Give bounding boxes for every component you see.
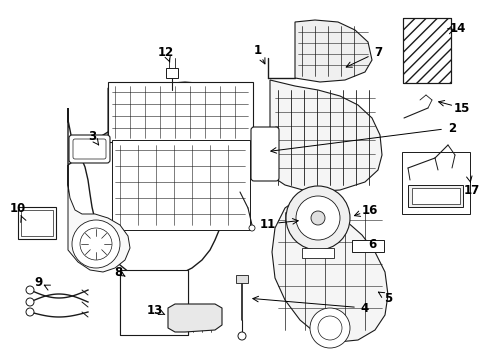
- Text: 6: 6: [368, 238, 376, 252]
- Polygon shape: [68, 165, 130, 272]
- Circle shape: [310, 308, 350, 348]
- Circle shape: [249, 225, 255, 231]
- Bar: [112, 140, 250, 230]
- Text: 15: 15: [454, 102, 470, 114]
- Circle shape: [26, 298, 34, 306]
- Bar: [302, 248, 334, 258]
- Text: 4: 4: [361, 302, 369, 315]
- Text: 8: 8: [114, 266, 122, 279]
- Text: 12: 12: [158, 45, 174, 58]
- Bar: [408, 185, 463, 207]
- FancyBboxPatch shape: [69, 135, 110, 163]
- Circle shape: [26, 286, 34, 294]
- Text: 10: 10: [10, 202, 26, 215]
- Circle shape: [26, 308, 34, 316]
- Polygon shape: [168, 304, 222, 332]
- Circle shape: [318, 316, 342, 340]
- Text: 1: 1: [254, 44, 262, 57]
- Bar: [403, 18, 451, 83]
- Bar: [120, 270, 188, 335]
- Text: 17: 17: [464, 184, 480, 197]
- Polygon shape: [108, 82, 252, 148]
- Circle shape: [80, 228, 112, 260]
- FancyBboxPatch shape: [73, 139, 106, 159]
- Polygon shape: [295, 20, 372, 82]
- Bar: [352, 240, 384, 252]
- Text: 11: 11: [260, 217, 276, 230]
- FancyBboxPatch shape: [251, 127, 279, 181]
- Circle shape: [296, 196, 340, 240]
- Circle shape: [238, 332, 246, 340]
- Circle shape: [311, 211, 325, 225]
- Polygon shape: [270, 80, 382, 192]
- Bar: [236, 275, 248, 283]
- Circle shape: [72, 220, 120, 268]
- Bar: [412, 188, 460, 204]
- Text: 7: 7: [374, 45, 382, 58]
- Bar: [403, 18, 451, 83]
- Text: 3: 3: [88, 130, 96, 143]
- Text: 13: 13: [147, 303, 163, 316]
- Bar: [21, 210, 53, 236]
- Text: 9: 9: [34, 275, 42, 288]
- Polygon shape: [68, 108, 245, 280]
- Bar: [108, 82, 253, 142]
- Text: 2: 2: [448, 122, 456, 135]
- Text: 5: 5: [384, 292, 392, 305]
- Bar: [402, 152, 470, 214]
- Bar: [166, 68, 178, 78]
- Polygon shape: [272, 196, 388, 342]
- Text: 16: 16: [362, 203, 378, 216]
- Bar: [18, 207, 56, 239]
- Text: 14: 14: [450, 22, 466, 35]
- Circle shape: [286, 186, 350, 250]
